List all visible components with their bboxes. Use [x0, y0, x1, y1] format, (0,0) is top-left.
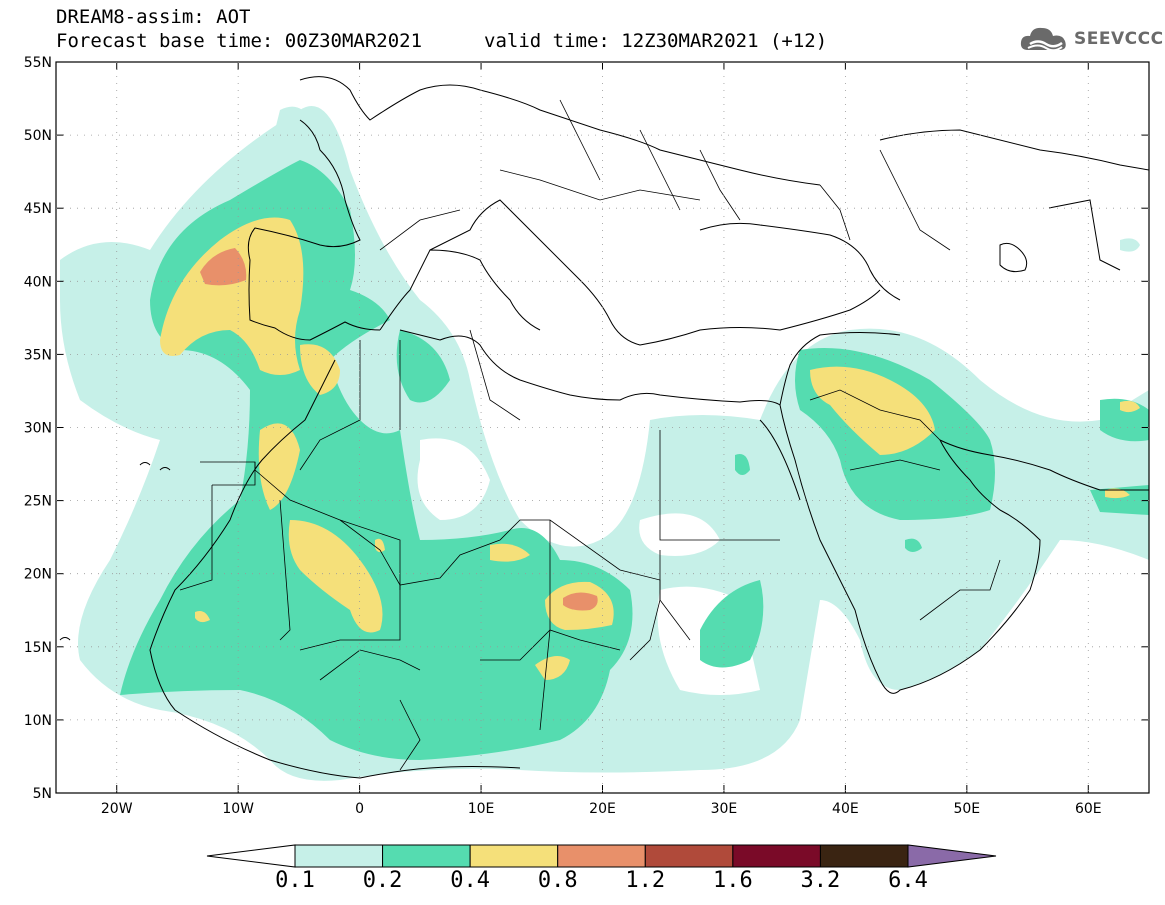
- colorbar-label: 3.2: [800, 868, 841, 893]
- colorbar-segment: [644, 844, 734, 868]
- colorbar-segment: [382, 844, 471, 868]
- lat-tick-label: 25N: [24, 494, 52, 510]
- lat-tick-label: 45N: [24, 201, 52, 217]
- lon-tick-label: 50E: [953, 801, 980, 817]
- colorbar-segment: [819, 844, 909, 868]
- colorbar-label: 1.2: [625, 868, 666, 893]
- lon-tick-label: 20W: [101, 801, 133, 817]
- lat-tick-label: 35N: [24, 347, 52, 363]
- seevccc-logo: SEEVCCC: [1018, 22, 1163, 58]
- aot-field: [59, 76, 1149, 781]
- gridlines: [56, 62, 1149, 793]
- colorbar-low-arrow: [206, 844, 296, 868]
- valid-time-label: valid time: 12Z30MAR2021 (+12): [484, 30, 828, 52]
- lon-tick-label: 40E: [832, 801, 859, 817]
- lat-tick-label: 40N: [24, 274, 52, 290]
- colorbar-segment: [732, 844, 821, 868]
- lat-tick-label: 50N: [24, 128, 52, 144]
- lon-tick-label: 20E: [589, 801, 616, 817]
- colorbar-label: 1.6: [712, 868, 753, 893]
- lat-tick-label: 55N: [24, 55, 52, 71]
- lat-tick-label: 15N: [24, 640, 52, 656]
- colorbar-segment: [469, 844, 559, 868]
- lon-tick-label: 10W: [222, 801, 254, 817]
- colorbar-segment: [294, 844, 384, 868]
- lat-tick-label: 30N: [24, 421, 52, 437]
- model-title: DREAM8-assim: AOT: [56, 6, 251, 28]
- base-time-label: Forecast base time: 00Z30MAR2021: [56, 30, 423, 52]
- coastlines: [59, 76, 1149, 779]
- colorbar: [206, 844, 997, 868]
- colorbar-label: 0.8: [537, 868, 578, 893]
- colorbar-high-arrow: [907, 844, 997, 868]
- lat-tick-label: 10N: [24, 713, 52, 729]
- lat-tick-label: 20N: [24, 567, 52, 583]
- lon-tick-label: 60E: [1075, 801, 1102, 817]
- colorbar-label: 0.4: [450, 868, 491, 893]
- colorbar-label: 0.2: [362, 868, 403, 893]
- lon-tick-label: 10E: [468, 801, 495, 817]
- colorbar-label: 6.4: [888, 868, 928, 893]
- country-borders: [179, 99, 1001, 771]
- cloud-icon: [1020, 27, 1066, 52]
- lon-tick-label: 0: [355, 801, 364, 817]
- lon-tick-label: 30E: [711, 801, 738, 817]
- colorbar-label: 0.1: [275, 868, 315, 893]
- colorbar-segment: [557, 844, 646, 868]
- map-ticks: 20W 10W 0 10E 20E 30E 40E 50E 60E 5N 10N 15N 20N 25N 3…: [24, 55, 1149, 817]
- lat-tick-label: 5N: [33, 786, 52, 802]
- logo-text: SEEVCCC: [1074, 29, 1164, 49]
